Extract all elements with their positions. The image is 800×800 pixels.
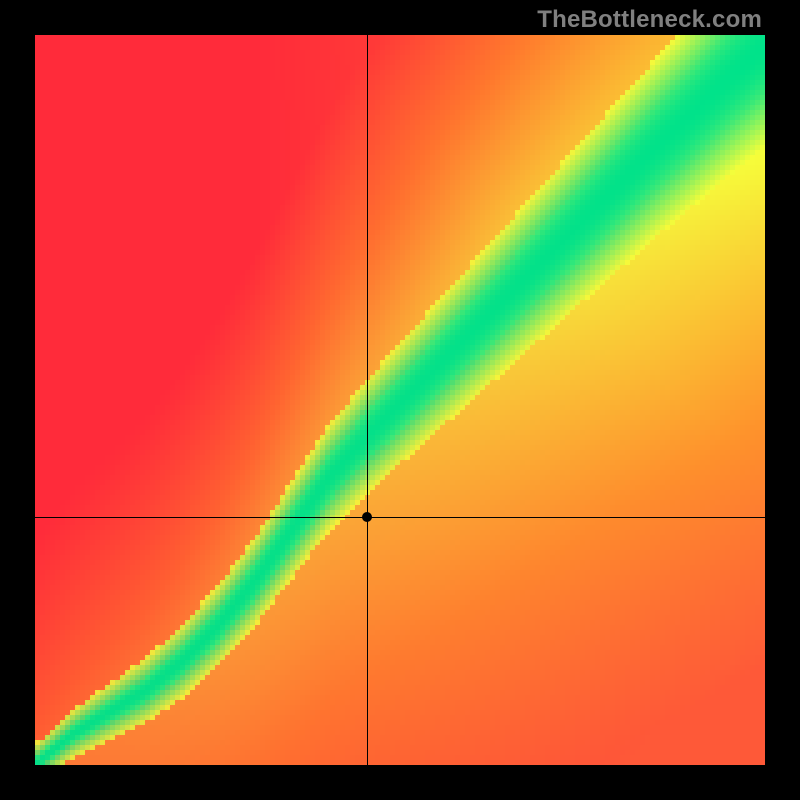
data-point-marker <box>362 512 372 522</box>
crosshair-horizontal <box>35 517 765 518</box>
heatmap-canvas <box>35 35 765 765</box>
crosshair-vertical <box>367 35 368 765</box>
watermark-text: TheBottleneck.com <box>537 6 762 34</box>
chart-container: TheBottleneck.com <box>0 0 800 800</box>
plot-area <box>35 35 765 765</box>
